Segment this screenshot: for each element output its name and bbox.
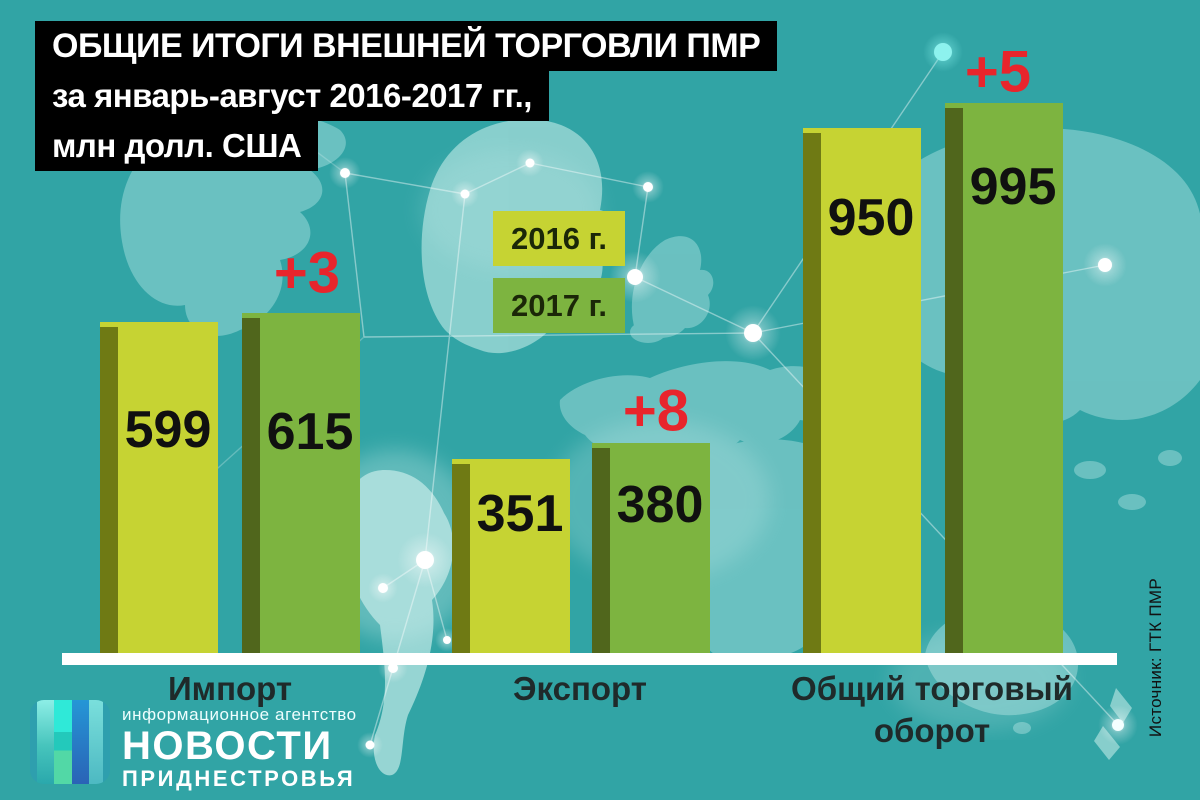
bar-2017-1 [242, 313, 360, 653]
bar-value: 950 [827, 189, 915, 247]
bar-2016-1 [100, 322, 218, 653]
bar-2017-2 [592, 443, 710, 653]
logo-tile [37, 700, 54, 784]
agency-region: ПРИДНЕСТРОВЬЯ [122, 766, 356, 791]
bar-value: 599 [124, 401, 212, 459]
source-note: Источник: ГТК ПМР [1146, 578, 1165, 738]
chart-title-block: ОБЩИЕ ИТОГИ ВНЕШНЕЙ ТОРГОВЛИ ПМР за янва… [35, 21, 778, 171]
delta-label-1: +3 [273, 240, 341, 306]
legend-item-2016: 2016 г. [493, 211, 625, 266]
bar-side-shade [100, 327, 118, 653]
bar-2016-3 [803, 128, 921, 653]
bar-value: 380 [616, 476, 704, 534]
agency-logo-text: информационное агентство НОВОСТИ ПРИДНЕС… [122, 700, 357, 792]
bar-2016-2 [452, 459, 570, 653]
bar-side-shade [945, 108, 963, 653]
bar-side-shade [592, 448, 610, 653]
agency-logo: информационное агентство НОВОСТИ ПРИДНЕС… [30, 700, 357, 792]
bar-side-shade [452, 464, 470, 653]
title-line-3: млн долл. США [35, 121, 319, 171]
category-label-1: Импорт [167, 670, 293, 707]
chart-baseline [62, 653, 1117, 665]
delta-label-3: +5 [964, 39, 1032, 105]
bar-side-shade [803, 133, 821, 653]
title-line-2: за январь-август 2016-2017 гг., [35, 71, 549, 121]
logo-tile [89, 700, 103, 784]
delta-label-2: +8 [622, 378, 690, 444]
bar-side-shade [242, 318, 260, 653]
category-label-3: Общий торговый оборот [791, 670, 1073, 749]
bar-value: 351 [476, 485, 564, 543]
logo-tile [54, 700, 72, 784]
bar-2017-3 [945, 103, 1063, 653]
bar-value: 615 [266, 403, 354, 461]
agency-logo-icon [30, 700, 110, 784]
legend-item-2017: 2017 г. [493, 278, 625, 333]
bar-value: 995 [969, 158, 1057, 216]
category-label-2: Экспорт [513, 670, 647, 707]
chart-legend: 2016 г. 2017 г. [493, 211, 625, 345]
logo-tile [72, 700, 89, 784]
agency-tagline: информационное агентство [122, 705, 357, 724]
title-line-1: ОБЩИЕ ИТОГИ ВНЕШНЕЙ ТОРГОВЛИ ПМР [35, 21, 778, 71]
agency-name: НОВОСТИ [122, 724, 333, 768]
